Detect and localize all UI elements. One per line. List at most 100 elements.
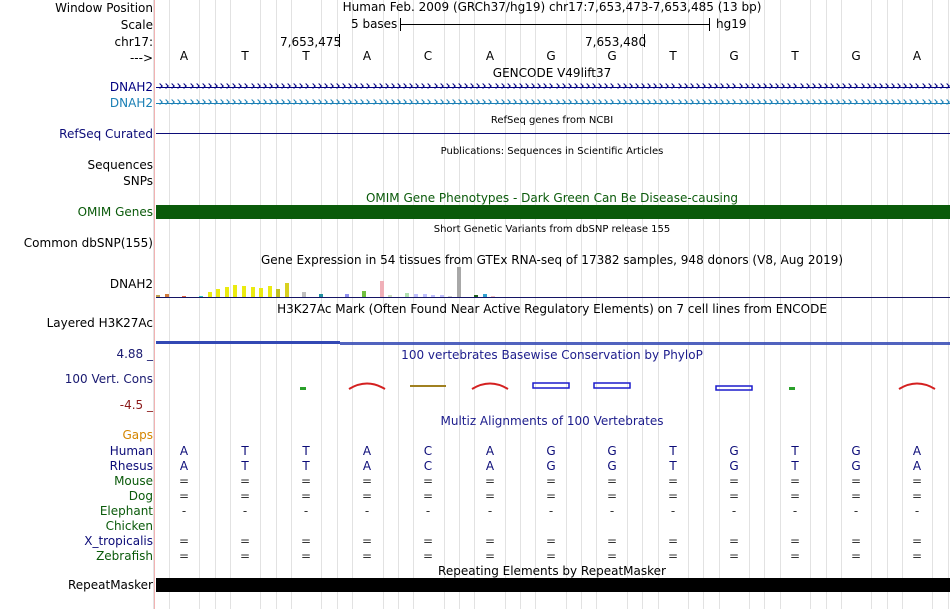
- cons-score-mark[interactable]: [286, 380, 326, 392]
- gtex-tissue-bar[interactable]: [379, 281, 384, 297]
- label-divider: [154, 0, 155, 609]
- grid-line: [764, 0, 765, 609]
- cons-score-mark[interactable]: [775, 380, 815, 392]
- h3k27ac-track-title: H3K27Ac Mark (Often Found Near Active Re…: [277, 302, 827, 316]
- cons-score-mark[interactable]: [470, 380, 510, 392]
- cons-score-mark[interactable]: [408, 380, 448, 392]
- label-omim-genes[interactable]: OMIM Genes: [77, 205, 153, 219]
- repeatmasker-feature[interactable]: [156, 578, 950, 592]
- species-label-elephant[interactable]: Elephant: [99, 504, 153, 518]
- coordinate-tick-2: [644, 34, 645, 47]
- gtex-tissue-bar[interactable]: [302, 292, 307, 297]
- label-common-dbsnp[interactable]: Common dbSNP(155): [23, 236, 153, 250]
- scale-bar-left-tick: [400, 18, 401, 31]
- gtex-tissue-bar[interactable]: [448, 296, 453, 297]
- gtex-tissue-bar[interactable]: [388, 295, 393, 297]
- base-letter: C: [423, 49, 433, 63]
- label-snps[interactable]: SNPs: [123, 174, 153, 188]
- gtex-tissue-bar[interactable]: [250, 287, 255, 297]
- gtex-tissue-bar[interactable]: [491, 296, 496, 297]
- grid-line: [627, 0, 628, 609]
- species-label-zebrafish[interactable]: Zebrafish: [96, 549, 153, 563]
- alignment-cell: -: [670, 504, 676, 518]
- refseq-curated-feature[interactable]: [156, 133, 950, 134]
- alignment-cell: =: [361, 549, 373, 563]
- gtex-tissue-bar[interactable]: [224, 287, 229, 297]
- alignment-cell: =: [422, 489, 434, 503]
- species-label-x_tropicalis[interactable]: X_tropicalis: [84, 534, 153, 548]
- species-label-human[interactable]: Human: [109, 444, 153, 458]
- gtex-tissue-bar[interactable]: [414, 294, 418, 297]
- alignment-cell: G: [546, 459, 556, 473]
- gtex-tissue-bar[interactable]: [422, 294, 427, 297]
- alignment-cell: =: [178, 549, 190, 563]
- grid-line: [703, 0, 704, 609]
- gtex-tissue-bar[interactable]: [319, 294, 324, 297]
- gtex-tissue-bar[interactable]: [267, 286, 272, 297]
- alignment-cell: =: [667, 489, 679, 503]
- grid-line: [871, 0, 872, 609]
- gtex-tissue-bar[interactable]: [199, 296, 203, 297]
- label-gtex-gene[interactable]: DNAH2: [109, 277, 153, 291]
- gtex-tissue-bar[interactable]: [164, 294, 169, 297]
- alignment-cell: T: [791, 459, 799, 473]
- gtex-tissue-bar[interactable]: [259, 288, 264, 297]
- alignment-cell: =: [239, 534, 251, 548]
- gtex-tissue-bar[interactable]: [439, 295, 444, 297]
- species-label-rhesus[interactable]: Rhesus: [109, 459, 153, 473]
- label-dnah2-refseq[interactable]: DNAH2: [109, 96, 153, 110]
- grid-line: [566, 0, 567, 609]
- gtex-tissue-bar[interactable]: [345, 294, 350, 297]
- grid-line: [780, 0, 781, 609]
- grid-line: [413, 0, 414, 609]
- omim-gene-feature[interactable]: [156, 205, 950, 219]
- gtex-tissue-bar[interactable]: [482, 294, 487, 297]
- label-100-vert-cons[interactable]: 100 Vert. Cons: [64, 372, 153, 386]
- grid-line: [749, 0, 750, 609]
- h3k27ac-signal-left[interactable]: [156, 341, 340, 344]
- gtex-tissue-bar[interactable]: [405, 293, 410, 297]
- cons-score-mark[interactable]: [897, 380, 937, 392]
- species-label-mouse[interactable]: Mouse: [114, 474, 153, 488]
- label-h3k27ac[interactable]: Layered H3K27Ac: [46, 316, 153, 330]
- alignment-cell: =: [484, 534, 496, 548]
- grid-line: [658, 0, 659, 609]
- gtex-tissue-bar[interactable]: [156, 295, 160, 297]
- label-dnah2-gencode[interactable]: DNAH2: [109, 80, 153, 94]
- alignment-cell: T: [791, 444, 799, 458]
- cons-score-mark[interactable]: [592, 380, 632, 392]
- h3k27ac-signal-right[interactable]: [340, 342, 950, 345]
- gtex-tissue-bar[interactable]: [233, 285, 238, 297]
- alignment-cell: =: [789, 474, 801, 488]
- label-sequences[interactable]: Sequences: [87, 158, 153, 172]
- gtex-tissue-bar[interactable]: [181, 296, 186, 297]
- gtex-tissue-bar[interactable]: [457, 267, 461, 297]
- gtex-bar-graph[interactable]: [156, 266, 950, 297]
- alignment-cell: =: [850, 549, 862, 563]
- grid-line: [337, 0, 338, 609]
- alignment-cell: =: [361, 474, 373, 488]
- gtex-tissue-bar[interactable]: [431, 295, 436, 297]
- cons-score-mark[interactable]: [347, 380, 387, 392]
- gtex-tissue-bar[interactable]: [474, 295, 479, 297]
- gtex-tissue-bar[interactable]: [362, 291, 367, 297]
- gtex-tissue-bar[interactable]: [242, 286, 246, 297]
- cons-score-mark[interactable]: [714, 380, 754, 392]
- gtex-tissue-bar[interactable]: [216, 289, 221, 297]
- species-label-dog[interactable]: Dog: [128, 489, 153, 503]
- omim-track-title: OMIM Gene Phenotypes - Dark Green Can Be…: [365, 191, 739, 205]
- cons-score-mark[interactable]: [531, 380, 571, 392]
- grid-line: [841, 0, 842, 609]
- label-scale: Scale: [120, 18, 153, 32]
- label-refseq-curated[interactable]: RefSeq Curated: [59, 127, 153, 141]
- alignment-cell: =: [606, 474, 618, 488]
- gtex-tissue-bar[interactable]: [285, 283, 289, 297]
- grid-line: [444, 0, 445, 609]
- alignment-cell: T: [241, 459, 249, 473]
- species-label-chicken[interactable]: Chicken: [105, 519, 153, 533]
- gtex-tissue-bar[interactable]: [276, 289, 281, 297]
- grid-line: [459, 0, 460, 609]
- label-repeatmasker[interactable]: RepeatMasker: [67, 578, 153, 592]
- gtex-tissue-bar[interactable]: [207, 292, 212, 297]
